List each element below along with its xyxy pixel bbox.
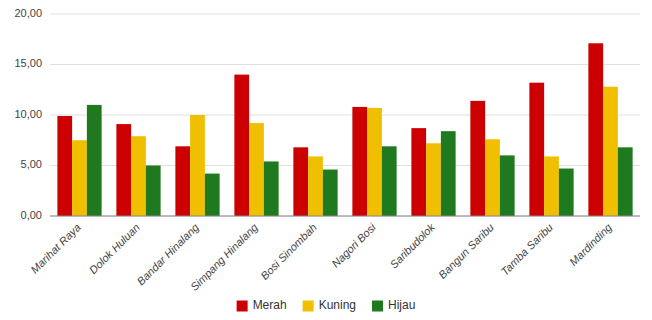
legend-item: Kuning	[303, 298, 356, 312]
chart-svg: 0,00 5,00 10,00 15,00 20,00 Marihat RayaDolok…	[0, 0, 652, 320]
bar	[131, 136, 146, 216]
bar	[293, 147, 308, 216]
y-tick-label: 20,00	[14, 7, 42, 19]
y-tick-label: 0,00	[21, 209, 42, 221]
bar	[470, 101, 485, 216]
bar	[87, 105, 102, 216]
grid-line	[50, 216, 640, 217]
bar	[588, 43, 603, 216]
bar	[72, 140, 87, 216]
bar	[618, 147, 633, 216]
legend-label: Merah	[253, 298, 287, 312]
bar	[234, 75, 249, 216]
bar	[205, 174, 220, 216]
y-tick-label: 5,00	[21, 158, 42, 170]
bar	[146, 166, 161, 217]
grid-line	[50, 115, 640, 116]
grid-line	[50, 14, 640, 15]
bar	[603, 87, 618, 216]
bar	[426, 143, 441, 216]
bar	[352, 107, 367, 216]
x-axis: Marihat RayaDolok HuluanBandar HinalangS…	[28, 216, 640, 293]
bar	[441, 131, 456, 216]
legend-swatch	[237, 301, 248, 312]
bar	[500, 155, 515, 216]
x-tick-label: Bangun Saribu	[436, 221, 496, 281]
legend-label: Kuning	[319, 298, 356, 312]
series-bars	[57, 43, 603, 216]
bar	[57, 116, 72, 216]
bar	[485, 139, 500, 216]
bar	[308, 156, 323, 216]
x-tick-label: Marihat Raya	[28, 221, 83, 276]
x-tick-label: Bandar Hinalang	[135, 220, 202, 287]
bar	[411, 128, 426, 216]
legend-swatch	[303, 301, 314, 312]
y-tick-label: 15,00	[14, 57, 42, 69]
bar	[367, 108, 382, 216]
legend-swatch	[372, 301, 383, 312]
legend-item: Hijau	[372, 298, 415, 312]
bar	[382, 146, 397, 216]
bar	[190, 115, 205, 216]
bar	[529, 83, 544, 216]
x-tick-label: Dolok Huluan	[87, 221, 142, 276]
y-axis: 0,00 5,00 10,00 15,00 20,00	[14, 7, 42, 221]
chart-container: 0,00 5,00 10,00 15,00 20,00 Marihat RayaDolok…	[0, 0, 652, 320]
x-tick-label: Simpang Hinalang	[188, 220, 261, 293]
x-axis-line	[50, 216, 640, 217]
grid	[50, 14, 640, 216]
bar	[264, 161, 279, 216]
bar	[175, 146, 190, 216]
legend-label: Hijau	[388, 298, 415, 312]
bar	[249, 123, 264, 216]
series-bars	[72, 87, 618, 216]
x-tick-label: Nagori Bosi	[329, 221, 378, 270]
y-tick-label: 10,00	[14, 108, 42, 120]
legend: Merah Kuning Hijau	[237, 298, 416, 312]
x-tick-label: Mardinding	[567, 220, 615, 268]
legend-item: Merah	[237, 298, 287, 312]
bar	[544, 156, 559, 216]
series-bars	[87, 105, 633, 216]
x-tick-label: Bosi Sinombah	[258, 221, 319, 282]
bar	[559, 169, 574, 216]
x-tick-label: Tamba Saribu	[498, 221, 555, 278]
bar	[323, 170, 338, 216]
x-tick-label: Saribudolok	[387, 221, 437, 271]
grid-line	[50, 64, 640, 65]
bars	[57, 43, 632, 216]
bar	[116, 124, 131, 216]
